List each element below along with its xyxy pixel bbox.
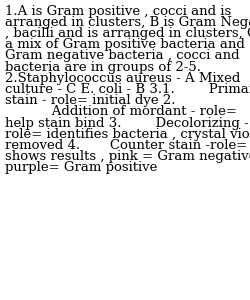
Text: arranged in clusters, B is Gram Negative: arranged in clusters, B is Gram Negative <box>5 16 250 29</box>
Text: Gram negative bacteria , cocci and: Gram negative bacteria , cocci and <box>5 49 240 62</box>
Text: role= identifies bacteria , crystal violet is: role= identifies bacteria , crystal viol… <box>5 128 250 141</box>
Text: purple= Gram positive: purple= Gram positive <box>5 161 158 174</box>
Text: , bacilli and is arranged in clusters, C is: , bacilli and is arranged in clusters, C… <box>5 27 250 40</box>
Text: 1.A is Gram positive , cocci and is: 1.A is Gram positive , cocci and is <box>5 4 231 17</box>
Text: a mix of Gram positive bacteria and: a mix of Gram positive bacteria and <box>5 38 245 51</box>
Text: bacteria are in groups of 2-5.: bacteria are in groups of 2-5. <box>5 61 201 74</box>
Text: removed 4.       Counter stain -role=: removed 4. Counter stain -role= <box>5 139 247 152</box>
Text: stain - role= initial dye 2.: stain - role= initial dye 2. <box>5 94 175 107</box>
Text: Addition of mordant - role=: Addition of mordant - role= <box>5 105 237 119</box>
Text: help stain bind 3.        Decolorizing -: help stain bind 3. Decolorizing - <box>5 117 249 130</box>
Text: shows results , pink = Gram negative: shows results , pink = Gram negative <box>5 150 250 163</box>
Text: culture - C E. coli - B 3.1.        Primary: culture - C E. coli - B 3.1. Primary <box>5 83 250 96</box>
Text: 2.Staphylococcus aureus - A Mixed: 2.Staphylococcus aureus - A Mixed <box>5 72 240 85</box>
